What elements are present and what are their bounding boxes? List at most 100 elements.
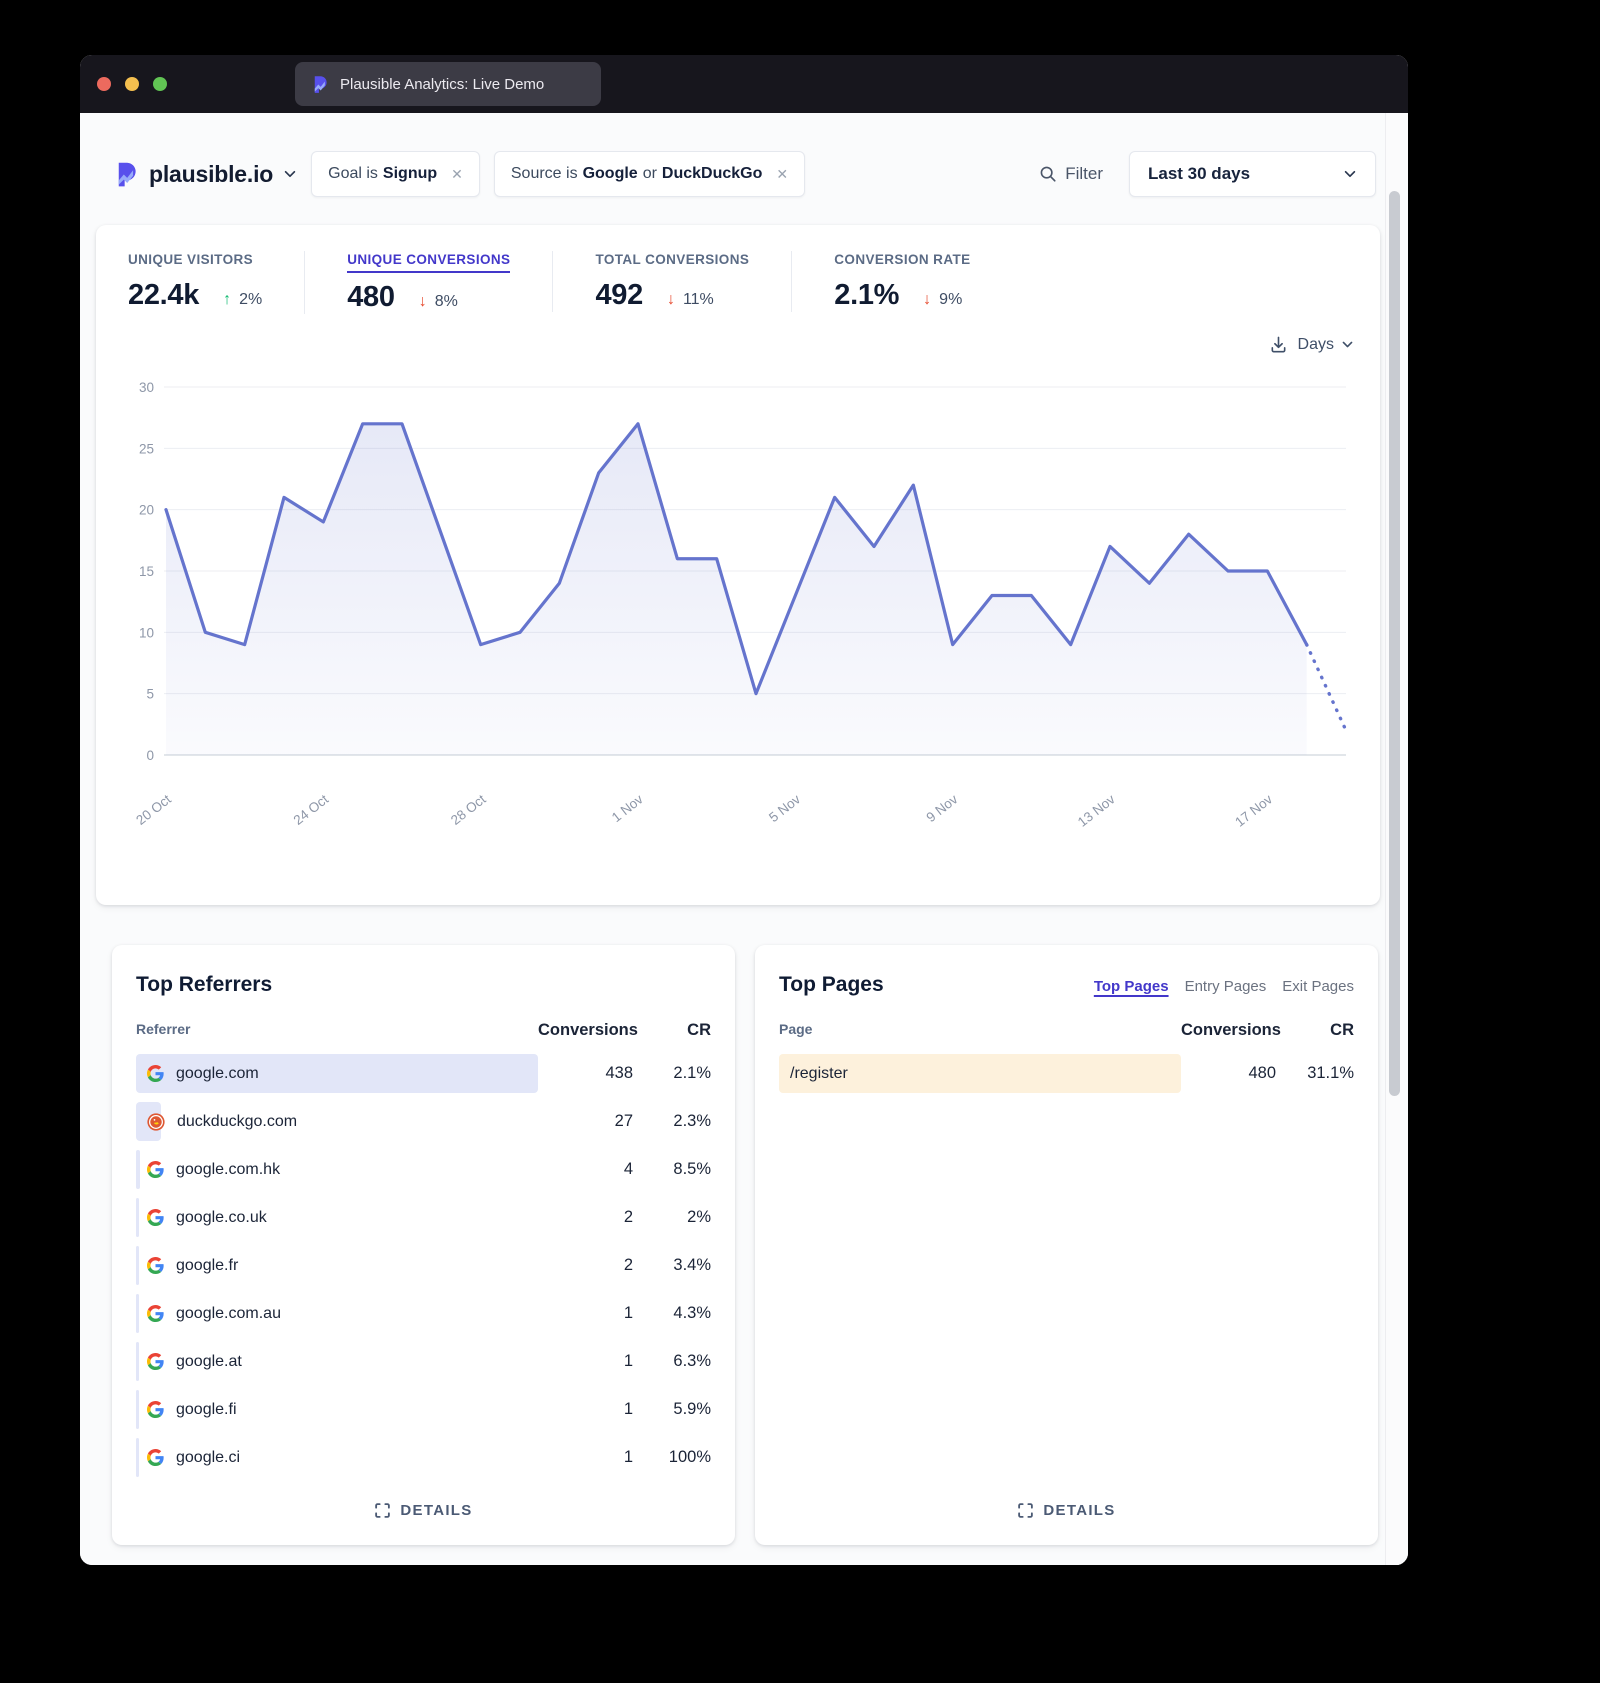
row-link[interactable]: google.fr bbox=[136, 1257, 238, 1275]
svg-text:20 Oct: 20 Oct bbox=[133, 791, 174, 827]
add-filter-button[interactable]: Filter bbox=[1039, 164, 1103, 184]
google-favicon-icon bbox=[147, 1161, 164, 1178]
svg-text:17 Nov: 17 Nov bbox=[1232, 791, 1275, 829]
referrers-details-button[interactable]: DETAILS bbox=[364, 1496, 482, 1525]
row-cr: 2.1% bbox=[673, 1064, 711, 1082]
interval-dropdown[interactable]: Days bbox=[1298, 336, 1354, 354]
pages-tab-group: Top Pages Entry Pages Exit Pages bbox=[1094, 978, 1354, 995]
google-favicon-icon bbox=[147, 1209, 164, 1226]
referrer-row[interactable]: google.at 1 6.3% bbox=[136, 1342, 711, 1381]
stat-label-unique-visitors[interactable]: UNIQUE VISITORS bbox=[128, 252, 254, 267]
pill-value: DuckDuckGo bbox=[661, 165, 763, 182]
svg-text:9 Nov: 9 Nov bbox=[923, 791, 960, 825]
referrer-row[interactable]: google.fi 1 5.9% bbox=[136, 1390, 711, 1429]
row-link[interactable]: google.com bbox=[136, 1065, 259, 1083]
stat-unique-conversions: UNIQUE CONVERSIONS 480 ↓ 8% bbox=[304, 251, 552, 314]
pages-details-button[interactable]: DETAILS bbox=[1007, 1496, 1125, 1525]
row-conversions: 1 bbox=[623, 1448, 633, 1466]
search-icon bbox=[1040, 166, 1056, 182]
row-cr: 4.3% bbox=[673, 1304, 711, 1322]
row-bar bbox=[136, 1054, 538, 1093]
referrer-row[interactable]: google.com.au 1 4.3% bbox=[136, 1294, 711, 1333]
column-referrer: Referrer bbox=[136, 1021, 191, 1037]
row-conversions: 1 bbox=[623, 1304, 633, 1322]
stat-label-total-conversions[interactable]: TOTAL CONVERSIONS bbox=[595, 252, 750, 267]
site-name: plausible.io bbox=[149, 160, 274, 187]
chevron-down-icon bbox=[284, 170, 296, 178]
row-bar-cell: duckduckgo.com bbox=[136, 1102, 538, 1141]
row-bar bbox=[136, 1342, 139, 1381]
row-link[interactable]: google.com.hk bbox=[136, 1161, 280, 1179]
row-cr: 6.3% bbox=[673, 1352, 711, 1370]
row-name: google.co.uk bbox=[176, 1208, 267, 1226]
svg-text:0: 0 bbox=[146, 748, 154, 763]
row-conversions: 4 bbox=[623, 1160, 633, 1178]
row-link[interactable]: google.co.uk bbox=[136, 1209, 267, 1227]
window-titlebar: Plausible Analytics: Live Demo bbox=[80, 55, 1408, 113]
column-cr: CR bbox=[687, 1021, 711, 1039]
row-link[interactable]: google.at bbox=[136, 1353, 242, 1371]
panel-title-pages: Top Pages bbox=[779, 973, 884, 996]
page-row[interactable]: /register 480 31.1% bbox=[779, 1054, 1354, 1093]
row-bar bbox=[779, 1054, 1181, 1093]
plausible-logo-icon bbox=[118, 162, 136, 186]
row-link[interactable]: google.com.au bbox=[136, 1305, 281, 1323]
svg-text:20: 20 bbox=[139, 503, 154, 518]
close-window-button[interactable] bbox=[97, 77, 111, 91]
stat-value: 480 bbox=[347, 281, 395, 313]
referrer-row[interactable]: google.fr 2 3.4% bbox=[136, 1246, 711, 1285]
referrer-row[interactable]: google.com 438 2.1% bbox=[136, 1054, 711, 1093]
scrollbar-thumb[interactable] bbox=[1389, 191, 1400, 1096]
svg-text:13 Nov: 13 Nov bbox=[1075, 791, 1118, 829]
stat-label-unique-conversions[interactable]: UNIQUE CONVERSIONS bbox=[347, 252, 511, 273]
conversions-chart[interactable]: 0 5 10 15 20 25 30 20 Oct 24 Oct 28 Oct 1 Nov 5 Nov… bbox=[122, 373, 1354, 878]
panel-title-referrers: Top Referrers bbox=[136, 973, 273, 996]
stat-unique-visitors: UNIQUE VISITORS 22.4k ↑ 2% bbox=[126, 251, 304, 312]
scrollbar-track[interactable] bbox=[1385, 113, 1403, 1565]
stat-value: 492 bbox=[595, 279, 643, 311]
date-range-value: Last 30 days bbox=[1148, 164, 1251, 183]
row-cr: 8.5% bbox=[673, 1160, 711, 1178]
referrer-row[interactable]: duckduckgo.com 27 2.3% bbox=[136, 1102, 711, 1141]
row-conversions: 27 bbox=[614, 1112, 633, 1130]
referrer-row[interactable]: google.co.uk 2 2% bbox=[136, 1198, 711, 1237]
tab-exit-pages[interactable]: Exit Pages bbox=[1282, 978, 1354, 995]
google-favicon-icon bbox=[147, 1065, 164, 1082]
row-name: google.com.au bbox=[176, 1304, 281, 1322]
row-bar-cell: google.ci bbox=[136, 1438, 538, 1477]
row-cr: 2% bbox=[687, 1208, 711, 1226]
duckduckgo-favicon-icon bbox=[147, 1112, 165, 1131]
row-bar-cell: google.co.uk bbox=[136, 1198, 538, 1237]
date-range-select[interactable]: Last 30 days bbox=[1129, 151, 1376, 197]
expand-icon bbox=[375, 1503, 391, 1518]
google-favicon-icon bbox=[147, 1257, 164, 1274]
row-name: /register bbox=[790, 1064, 848, 1082]
filter-pill-goal[interactable]: Goal is Signup ✕ bbox=[311, 151, 480, 197]
referrer-row[interactable]: google.com.hk 4 8.5% bbox=[136, 1150, 711, 1189]
row-link[interactable]: duckduckgo.com bbox=[136, 1113, 297, 1131]
download-export-icon[interactable] bbox=[1269, 335, 1288, 354]
row-link[interactable]: /register bbox=[779, 1065, 848, 1083]
browser-tab[interactable]: Plausible Analytics: Live Demo bbox=[295, 62, 601, 106]
referrer-row[interactable]: google.ci 1 100% bbox=[136, 1438, 711, 1477]
filter-pill-source[interactable]: Source is Google or DuckDuckGo ✕ bbox=[493, 151, 806, 197]
row-link[interactable]: google.ci bbox=[136, 1449, 240, 1467]
minimize-window-button[interactable] bbox=[125, 77, 139, 91]
stat-label-conversion-rate[interactable]: CONVERSION RATE bbox=[834, 252, 971, 267]
tab-entry-pages[interactable]: Entry Pages bbox=[1184, 978, 1267, 995]
google-favicon-icon bbox=[147, 1353, 164, 1370]
remove-filter-icon[interactable]: ✕ bbox=[451, 165, 463, 182]
remove-filter-icon[interactable]: ✕ bbox=[776, 165, 789, 182]
zoom-window-button[interactable] bbox=[153, 77, 167, 91]
site-switcher[interactable]: plausible.io bbox=[112, 161, 297, 188]
row-name: google.fr bbox=[176, 1256, 239, 1274]
stat-change: 9% bbox=[939, 291, 963, 308]
google-favicon-icon bbox=[147, 1449, 164, 1466]
row-bar-cell: google.at bbox=[136, 1342, 538, 1381]
change-arrow-icon: ↓ bbox=[923, 291, 932, 308]
row-link[interactable]: google.fi bbox=[136, 1401, 237, 1419]
tab-top-pages[interactable]: Top Pages bbox=[1093, 978, 1169, 995]
interval-label: Days bbox=[1297, 335, 1334, 353]
stat-total-conversions: TOTAL CONVERSIONS 492 ↓ 11% bbox=[552, 251, 791, 312]
pill-text: Goal is bbox=[328, 165, 378, 182]
